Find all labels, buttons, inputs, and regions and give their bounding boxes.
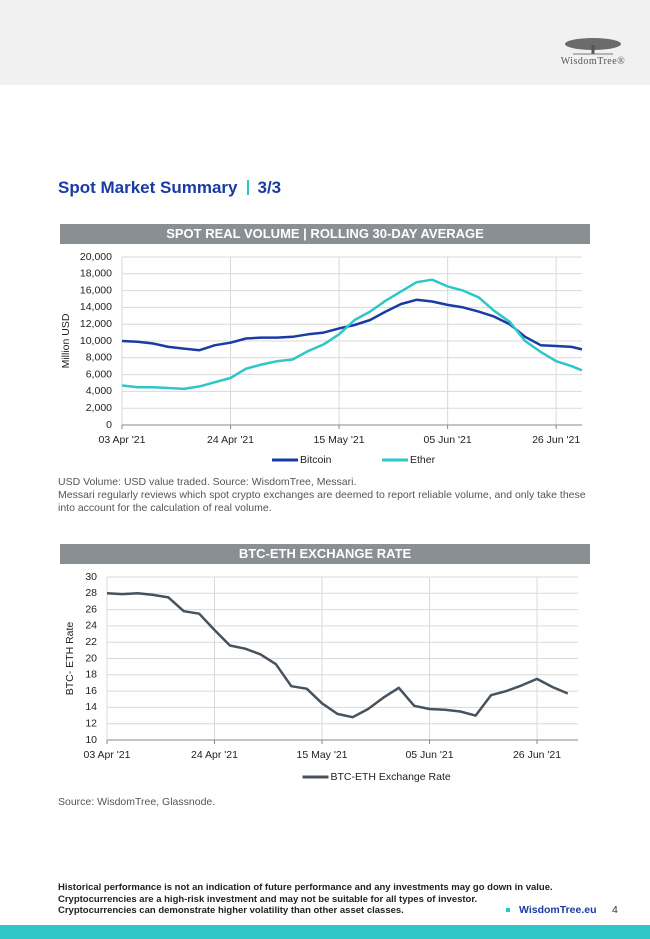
data-line [121, 278, 583, 391]
y-tick-label: 18 [85, 669, 97, 681]
note: Messari regularly reviews which spot cry… [58, 489, 586, 514]
y-tick-label: 28 [85, 587, 97, 599]
y-tick-label: 6,000 [86, 368, 112, 380]
section-title: Spot Market Summary 3/3 [58, 178, 281, 198]
y-tick-label: 16 [85, 685, 97, 697]
y-tick-label: 22 [85, 636, 97, 648]
x-tick-label: 26 Jun '21 [532, 434, 580, 446]
note: USD Volume: USD value traded. Source: Wi… [58, 476, 357, 488]
y-tick-label: 30 [85, 571, 97, 583]
x-tick-label: 24 Apr '21 [207, 434, 254, 446]
logo: WisdomTree® [558, 36, 628, 67]
disclaimer-line: Cryptocurrencies can demonstrate higher … [58, 905, 404, 916]
y-tick-label: 0 [106, 419, 112, 431]
y-tick-label: 8,000 [86, 352, 112, 364]
y-tick-label: 14 [85, 701, 97, 713]
chart-title: BTC-ETH EXCHANGE RATE [60, 544, 590, 564]
x-tick-label: 03 Apr '21 [99, 434, 146, 446]
legend-label: BTC-ETH Exchange Rate [331, 771, 451, 783]
x-tick-label: 15 May '21 [314, 434, 365, 446]
logo-text: WisdomTree® [560, 56, 626, 67]
chart-notes: USD Volume: USD value traded. Source: Wi… [58, 476, 598, 515]
legend-label: Ether [410, 454, 436, 466]
y-tick-label: 10 [85, 734, 97, 746]
y-tick-label: 20,000 [80, 251, 112, 263]
y-tick-label: 14,000 [80, 301, 112, 313]
y-tick-label: 26 [85, 603, 97, 615]
y-tick-label: 12,000 [80, 318, 112, 330]
chart: 0 2,000 4,000 6,000 8,000 10,000 12,000 14,000 1… [60, 251, 583, 466]
y-tick-label: 2,000 [86, 402, 112, 414]
y-tick-label: 12 [85, 717, 97, 729]
x-tick-label: 05 Jun '21 [424, 434, 472, 446]
legend-label: Bitcoin [300, 454, 332, 466]
header: WisdomTree® [0, 0, 650, 85]
y-axis-label: BTC- ETH Rate [64, 622, 76, 696]
chart-notes: Source: WisdomTree, Glassnode. [58, 796, 598, 809]
note: Source: WisdomTree, Glassnode. [58, 796, 216, 808]
y-tick-label: 20 [85, 652, 97, 664]
x-tick-label: 03 Apr '21 [84, 749, 131, 761]
y-tick-label: 4,000 [86, 385, 112, 397]
title-text: Spot Market Summary [58, 178, 238, 197]
y-tick-label: 16,000 [80, 284, 112, 296]
y-tick-label: 24 [85, 620, 97, 632]
x-tick-label: 24 Apr '21 [191, 749, 238, 761]
site-link[interactable]: WisdomTree.eu [506, 904, 597, 916]
y-tick-label: 10,000 [80, 335, 112, 347]
footer-band [0, 925, 650, 939]
y-tick-label: 18,000 [80, 268, 112, 280]
x-tick-label: 15 May '21 [296, 749, 347, 761]
data-line [121, 298, 583, 352]
disclaimer: Historical performance is not an indicat… [58, 882, 553, 917]
title-page: 3/3 [257, 178, 282, 197]
x-tick-label: 26 Jun '21 [513, 749, 561, 761]
page-number: 4 [612, 904, 618, 916]
disclaimer-line: Cryptocurrencies are a high-risk investm… [58, 893, 478, 905]
logo-tree [565, 38, 621, 55]
chart-title: SPOT REAL VOLUME | ROLLING 30-DAY AVERAG… [60, 224, 590, 244]
y-axis-label: Million USD [60, 313, 72, 368]
data-line [106, 592, 569, 719]
x-tick-label: 05 Jun '21 [405, 749, 453, 761]
chart: 10 12 14 16 18 20 22 24 26 28 30 03 Apr '21 24 Apr '… [64, 571, 578, 783]
disclaimer-line: Historical performance is not an indicat… [58, 882, 553, 893]
